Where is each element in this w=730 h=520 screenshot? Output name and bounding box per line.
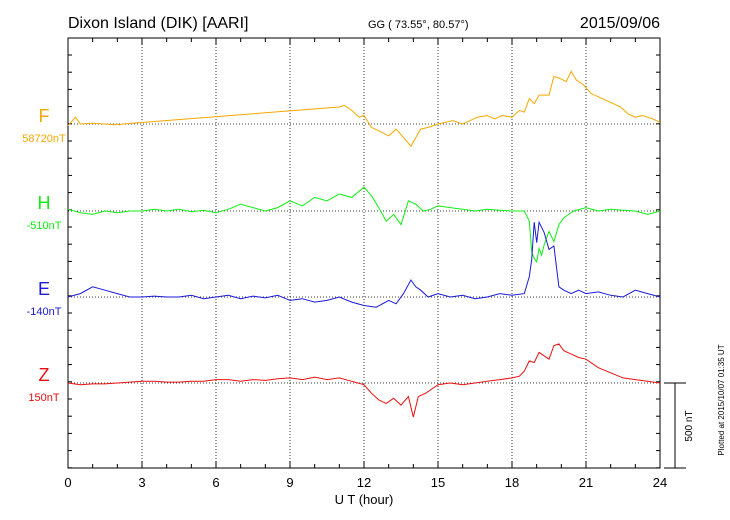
series-baseline-f: 58720nT xyxy=(22,133,66,145)
coordinates-label: GG ( 73.55°, 80.57°) xyxy=(368,19,469,31)
x-tick-label: 21 xyxy=(579,475,593,490)
date-label: 2015/09/06 xyxy=(580,15,660,32)
grid xyxy=(68,38,660,468)
series-baseline-e: -140nT xyxy=(27,306,62,318)
series-line-z xyxy=(67,343,661,418)
scale-bar-label: 500 nT xyxy=(684,410,695,441)
series-name-z: Z xyxy=(39,365,50,385)
x-tick-label: 12 xyxy=(357,475,371,490)
x-tick-label: 0 xyxy=(64,475,71,490)
scale-bar: 500 nT xyxy=(664,382,695,469)
series-line-h xyxy=(67,186,661,264)
plotted-timestamp: Plotted at 2015/10/07 01:35 UT xyxy=(717,344,726,455)
x-tick-label: 6 xyxy=(212,475,219,490)
series-name-h: H xyxy=(38,193,51,213)
x-tick-label: 18 xyxy=(505,475,519,490)
x-tick-label: 15 xyxy=(431,475,445,490)
series-name-e: E xyxy=(38,279,50,299)
series-line-f xyxy=(67,70,661,147)
series-group xyxy=(67,70,661,418)
x-tick-label: 3 xyxy=(138,475,145,490)
x-tick-label: 24 xyxy=(653,475,667,490)
plot-frame xyxy=(67,37,661,469)
x-tick-label: 9 xyxy=(286,475,293,490)
x-axis-label: U T (hour) xyxy=(335,492,394,507)
axis-ticks: 0 3 6 9 12 15 18 21 24 xyxy=(64,38,667,490)
series-line-e xyxy=(67,220,661,308)
station-title: Dixon Island (DIK) [AARI] xyxy=(68,15,249,32)
series-labels: F 58720nT H -510nT E -140nT Z 150nT xyxy=(22,106,66,404)
series-baseline-z: 150nT xyxy=(28,392,59,404)
series-name-f: F xyxy=(39,106,50,126)
series-baseline-h: -510nT xyxy=(27,220,62,232)
